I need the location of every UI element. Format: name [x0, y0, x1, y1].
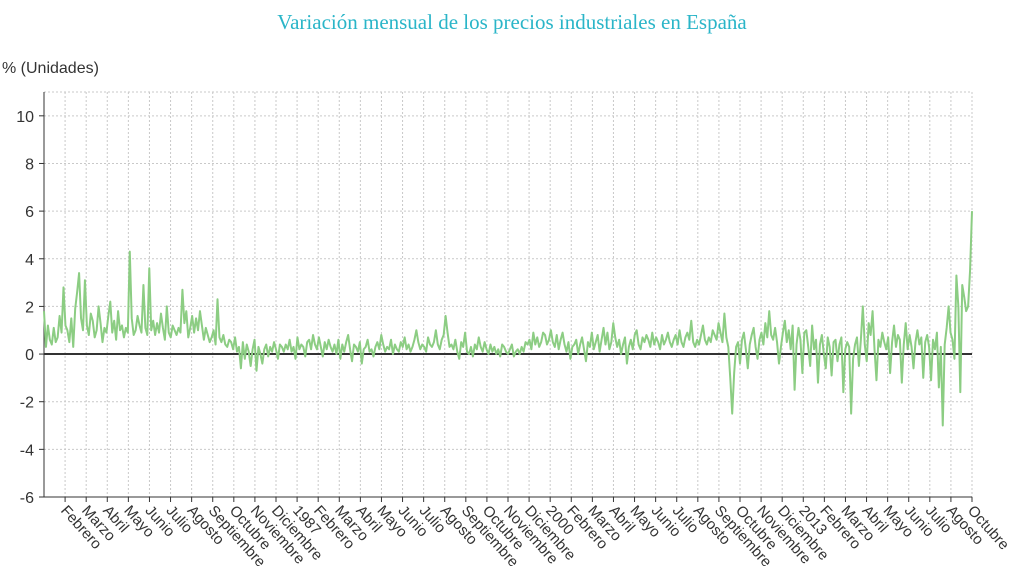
y-tick-label: -4: [20, 442, 34, 459]
y-tick-label: 2: [25, 299, 34, 316]
grid: [44, 91, 973, 497]
chart-title: Variación mensual de los precios industr…: [277, 10, 747, 34]
series-layer: [43, 211, 973, 427]
y-tick-label: 6: [25, 204, 34, 221]
y-tick-label: -6: [20, 490, 34, 507]
series-line: [43, 211, 973, 427]
y-axis-label: % (Unidades): [2, 60, 99, 77]
y-tick-label: 8: [25, 156, 34, 173]
axes: [39, 92, 973, 502]
y-tick-label: 0: [25, 347, 34, 364]
y-tick-label: 4: [25, 252, 34, 269]
y-tick-label: -2: [20, 395, 34, 412]
y-tick-label: 10: [16, 109, 34, 126]
